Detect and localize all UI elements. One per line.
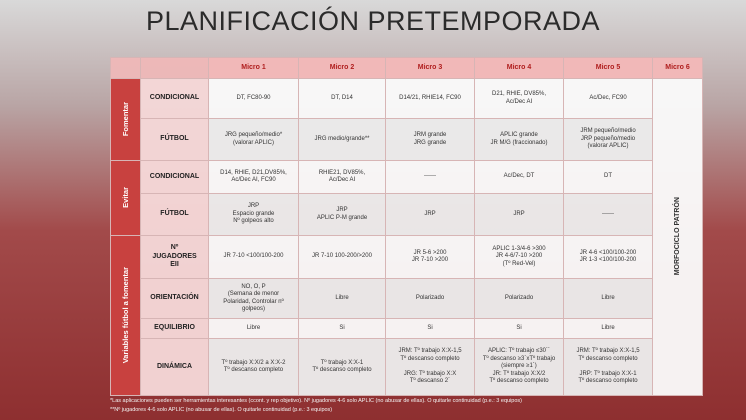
blank-cell bbox=[140, 57, 209, 79]
row-label: FÚTBOL bbox=[140, 193, 209, 236]
side-note-text: MORFOCICLO PATRÓN bbox=[673, 196, 681, 275]
row-label: Nº JUGADORES EII bbox=[140, 235, 209, 279]
column-header: Micro 2 bbox=[298, 57, 386, 79]
column-header: Micro 3 bbox=[385, 57, 475, 79]
cell: Libre bbox=[298, 278, 386, 319]
cell: JR 4-6 <100/100-200 JR 1-3 <100/100-200 bbox=[563, 235, 653, 279]
row-label: FÚTBOL bbox=[140, 118, 209, 161]
row-label: CONDICIONAL bbox=[140, 78, 209, 119]
cell: Libre bbox=[563, 318, 653, 339]
footnotes: *Las aplicaciones pueden ser herramienta… bbox=[110, 397, 710, 415]
cell: JRG pequeño/medio* (valorar APLIC) bbox=[208, 118, 299, 161]
row-label: DINÁMICA bbox=[140, 338, 209, 396]
column-header: Micro 6 bbox=[652, 57, 703, 79]
cell: APLIC 1-3/4-6 >300 JR 4-6/7-10 >200 (Tº … bbox=[474, 235, 564, 279]
column-header: Micro 5 bbox=[563, 57, 653, 79]
row-label: CONDICIONAL bbox=[140, 160, 209, 194]
group-label: Fomentar bbox=[110, 78, 141, 161]
group-label: Variables fútbol a fomentar bbox=[110, 235, 141, 396]
cell: Ac/Dec, FC90 bbox=[563, 78, 653, 119]
cell: JR 7-10 <100/100-200 bbox=[208, 235, 299, 279]
column-header: Micro 4 bbox=[474, 57, 564, 79]
cell: JR 7-10 100-200/>200 bbox=[298, 235, 386, 279]
table: Micro 1 Micro 2 Micro 3 Micro 4 Micro 5 Micro… bbox=[110, 57, 703, 396]
cell: JRM pequeño/medio JRP pequeño/medio (val… bbox=[563, 118, 653, 161]
cell: JRP APLIC P-M grande bbox=[298, 193, 386, 236]
column-header: Micro 1 bbox=[208, 57, 299, 79]
cell: Polarizado bbox=[474, 278, 564, 319]
cell: JR 5-6 >200 JR 7-10 >200 bbox=[385, 235, 475, 279]
cell: APLIC grande JR M/G (fraccionado) bbox=[474, 118, 564, 161]
cell: RHIE21, DV85%, Ac/Dec AI bbox=[298, 160, 386, 194]
cell: JRP Espacio grande Nº golpeos alto bbox=[208, 193, 299, 236]
cell: D14/21, RHIE14, FC90 bbox=[385, 78, 475, 119]
cell: APLIC: Tº trabajo ≤30´´ Tº descanso ≥3´x… bbox=[474, 338, 564, 396]
cell: Libre bbox=[208, 318, 299, 339]
side-note: MORFOCICLO PATRÓN bbox=[652, 78, 703, 396]
cell: JRM: Tº trabajo X:X-1,5 Tº descanso comp… bbox=[563, 338, 653, 396]
group-label-text: Variables fútbol a fomentar bbox=[120, 266, 130, 363]
cell: JRP bbox=[474, 193, 564, 236]
row-label: EQUILIBRIO bbox=[140, 318, 209, 339]
cell: NO, O, P (Semana de menor Polaridad, Con… bbox=[208, 278, 299, 319]
cell: JRP bbox=[385, 193, 475, 236]
footnote: **Nº jugadores 4-6 solo APLIC (no abusar… bbox=[110, 407, 333, 413]
group-label-text: Fomentar bbox=[120, 101, 130, 136]
cell: ------ bbox=[385, 160, 475, 194]
cell: JRG medio/grande** bbox=[298, 118, 386, 161]
cell: D14, RHIE, D21,DV85%, Ac/Dec AI, FC90 bbox=[208, 160, 299, 194]
cell: DT, D14 bbox=[298, 78, 386, 119]
cell: ------ bbox=[563, 193, 653, 236]
cell: DT bbox=[563, 160, 653, 194]
cell: JRM: Tº trabajo X:X-1,5 Tº descanso comp… bbox=[385, 338, 475, 396]
group-label: Evitar bbox=[110, 160, 141, 236]
cell: JRM grande JRG grande bbox=[385, 118, 475, 161]
blank-cell bbox=[110, 57, 141, 79]
cell: Si bbox=[474, 318, 564, 339]
cell: Tº trabajo X:X/2 a X:X-2 Tº descanso com… bbox=[208, 338, 299, 396]
cell: DT, FC80-90 bbox=[208, 78, 299, 119]
cell: Si bbox=[385, 318, 475, 339]
footnote: *Las aplicaciones pueden ser herramienta… bbox=[110, 398, 522, 404]
title: PLANIFICACIÓN PRETEMPORADA bbox=[145, 6, 601, 36]
group-label-text: Evitar bbox=[120, 186, 130, 208]
row-label: ORIENTACIÓN bbox=[140, 278, 209, 319]
cell: D21, RHIE, DV85%, Ac/Dec AI bbox=[474, 78, 564, 119]
cell: Si bbox=[298, 318, 386, 339]
cell: Ac/Dec, DT bbox=[474, 160, 564, 194]
cell: Polarizado bbox=[385, 278, 475, 319]
cell: Tº trabajo X:X-1 Tº descanso completo bbox=[298, 338, 386, 396]
cell: Libre bbox=[563, 278, 653, 319]
